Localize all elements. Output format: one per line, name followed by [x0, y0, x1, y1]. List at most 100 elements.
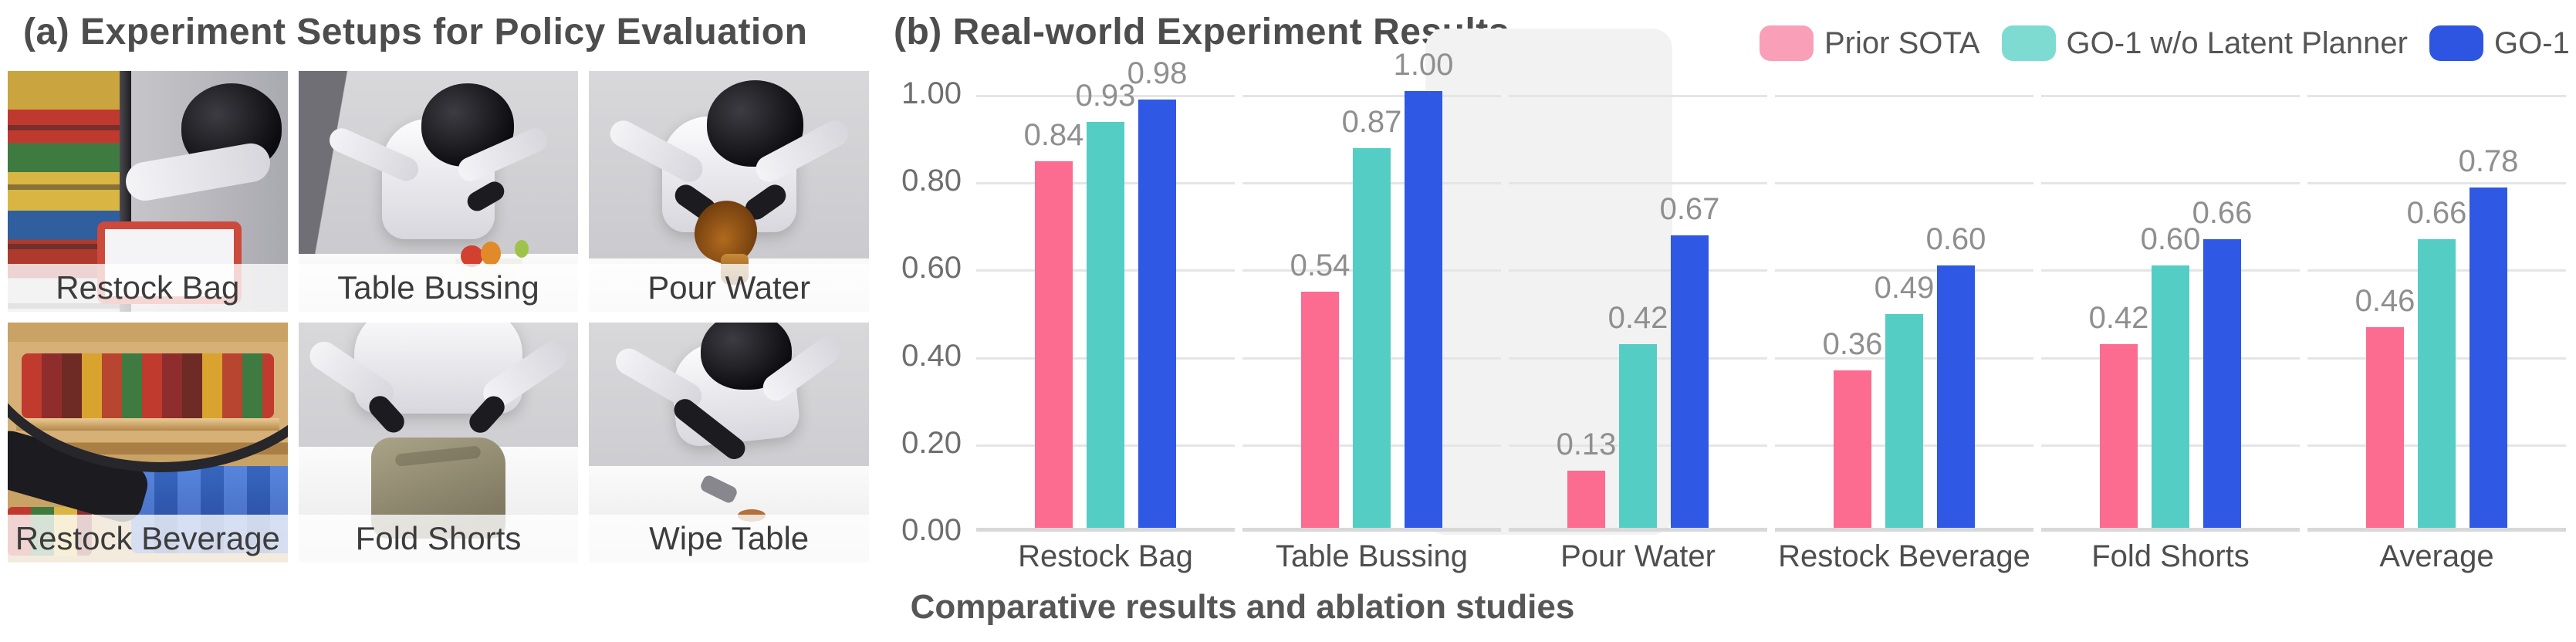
photo-label: Wipe Table	[589, 515, 869, 563]
bar-group-table-bussing: 0.54 0.87 1.00	[1242, 48, 1501, 528]
y-axis-tick: 0.80	[901, 164, 962, 198]
gridline	[1775, 269, 2033, 272]
setup-photo-restock-bag: Restock Bag	[8, 71, 288, 312]
chart-facets: 0.84 0.93 0.98 Restock Bag 0.54 0.87 1.00 Table…	[972, 42, 2570, 573]
category-label-pour-water: Pour Water	[1560, 539, 1716, 573]
legend-swatch	[2429, 25, 2483, 61]
facet-table-bussing: 0.54 0.87 1.00 Table Bussing	[1242, 42, 1501, 573]
bar-go-1-w-o-latent-planner: 0.87	[1342, 105, 1401, 528]
bar-go-1: 0.78	[2459, 144, 2518, 528]
bar-value-label: 0.54	[1290, 248, 1351, 282]
bar-group-fold-shorts: 0.42 0.60 0.66	[2041, 196, 2300, 528]
photo-label: Table Bussing	[298, 263, 579, 312]
experiment-setup-photo-grid: Restock Bag Table Bussing Pour Water	[8, 71, 869, 563]
bar-go-1: 0.98	[1127, 56, 1187, 528]
category-label-table-bussing: Table Bussing	[1275, 539, 1469, 573]
bar-value-label: 0.49	[1874, 271, 1935, 305]
legend-label: GO-1 w/o Latent Planner	[2066, 25, 2408, 60]
gridline	[2307, 182, 2566, 185]
legend-item-prior-sota: Prior SOTA	[1760, 25, 1980, 61]
bar-go-1: 0.60	[1926, 222, 1986, 528]
bar-value-label: 0.87	[1341, 105, 1402, 139]
gridline	[1509, 269, 1767, 272]
figure-caption: Comparative results and ablation studies	[910, 588, 1575, 626]
photo-label: Restock Bag	[8, 263, 288, 312]
chart-legend: Prior SOTA GO-1 w/o Latent Planner GO-1	[1760, 25, 2570, 61]
y-axis-tick: 0.60	[901, 251, 962, 286]
y-axis-tick: 0.00	[901, 513, 962, 547]
category-label-restock-beverage: Restock Beverage	[1778, 539, 2030, 573]
y-axis-tick: 1.00	[901, 76, 962, 110]
bar-group-pour-water: 0.13 0.42 0.67	[1509, 192, 1767, 528]
bar-prior-sota: 0.46	[2355, 284, 2415, 528]
bar-value-label: 0.42	[1607, 301, 1668, 335]
legend-item-go-1: GO-1	[2429, 25, 2570, 61]
setup-photo-fold-shorts: Fold Shorts	[298, 322, 579, 563]
gridline	[1509, 182, 1767, 185]
photo-label: Pour Water	[589, 263, 869, 312]
photo-label: Restock Beverage	[8, 515, 288, 563]
category-label-average: Average	[2379, 539, 2494, 573]
bar-value-label: 0.67	[1659, 192, 1720, 226]
bar-value-label: 0.60	[1925, 222, 1986, 256]
gridline	[2307, 95, 2566, 97]
photo-label: Fold Shorts	[298, 515, 579, 563]
facet-fold-shorts: 0.42 0.60 0.66 Fold Shorts	[2041, 42, 2300, 573]
bar-go-1-w-o-latent-planner: 0.42	[1608, 301, 1668, 528]
setup-photo-pour-water: Pour Water	[589, 71, 869, 312]
bar-prior-sota: 0.36	[1823, 327, 1882, 528]
bar-value-label: 0.93	[1075, 79, 1136, 113]
bar-prior-sota: 0.42	[2089, 301, 2148, 528]
legend-item-go-1-w-o-latent-planner: GO-1 w/o Latent Planner	[2001, 25, 2408, 61]
facet-restock-beverage: 0.36 0.49 0.60 Restock Beverage	[1775, 42, 2033, 573]
facet-restock-bag: 0.84 0.93 0.98 Restock Bag	[976, 42, 1235, 573]
bar-group-average: 0.46 0.66 0.78	[2307, 144, 2566, 528]
bar-go-1-w-o-latent-planner: 0.93	[1076, 79, 1135, 528]
panel-a-title: (a) Experiment Setups for Policy Evaluat…	[23, 12, 808, 52]
bar-value-label: 0.13	[1556, 427, 1617, 461]
bar-prior-sota: 0.13	[1557, 427, 1616, 528]
legend-label: GO-1	[2493, 25, 2570, 60]
bar-value-label: 0.98	[1127, 56, 1188, 90]
legend-swatch	[2001, 25, 2056, 61]
bar-go-1-w-o-latent-planner: 0.66	[2407, 196, 2466, 528]
legend-label: Prior SOTA	[1824, 25, 1980, 60]
bar-go-1: 0.67	[1660, 192, 1719, 528]
setup-photo-restock-beverage: Restock Beverage	[8, 322, 288, 563]
bar-prior-sota: 0.54	[1290, 248, 1350, 528]
category-label-restock-bag: Restock Bag	[1018, 539, 1193, 573]
bar-group-restock-bag: 0.84 0.93 0.98	[976, 56, 1235, 528]
bar-go-1: 1.00	[1394, 48, 1453, 528]
bar-group-restock-beverage: 0.36 0.49 0.60	[1775, 222, 2033, 528]
panel-b-title: (b) Real-world Experiment Results	[894, 12, 1509, 52]
bar-value-label: 0.84	[1023, 118, 1084, 152]
bar-go-1-w-o-latent-planner: 0.49	[1875, 271, 1934, 528]
gridline	[2041, 95, 2300, 97]
bar-go-1-w-o-latent-planner: 0.60	[2141, 222, 2200, 528]
y-axis-tick: 0.20	[901, 425, 962, 460]
bar-value-label: 0.36	[1822, 327, 1883, 361]
bar-chart: 1.00 0.80 0.60 0.40 0.20 0.00 0.84 0.93 0.98 Res…	[887, 42, 2570, 583]
bar-value-label: 0.42	[2088, 301, 2149, 335]
gridline	[1242, 95, 1501, 97]
bar-value-label: 0.46	[2355, 284, 2415, 318]
bar-value-label: 1.00	[1393, 48, 1454, 82]
bar-value-label: 0.60	[2140, 222, 2201, 256]
setup-photo-wipe-table: Wipe Table	[589, 322, 869, 563]
setup-photo-table-bussing: Table Bussing	[298, 71, 579, 312]
facet-average: 0.46 0.66 0.78 Average	[2307, 42, 2566, 573]
y-axis-tick: 0.40	[901, 338, 962, 373]
bar-value-label: 0.66	[2192, 196, 2253, 230]
gridline	[1775, 95, 2033, 97]
gridline	[1509, 95, 1767, 97]
facet-pour-water: 0.13 0.42 0.67 Pour Water	[1509, 42, 1767, 573]
gridline	[976, 95, 1235, 97]
legend-swatch	[1760, 25, 1814, 61]
bar-value-label: 0.78	[2458, 144, 2519, 178]
bar-go-1: 0.66	[2192, 196, 2252, 528]
bar-prior-sota: 0.84	[1024, 118, 1083, 528]
bar-value-label: 0.66	[2406, 196, 2467, 230]
gridline	[1775, 182, 2033, 185]
category-label-fold-shorts: Fold Shorts	[2091, 539, 2250, 573]
